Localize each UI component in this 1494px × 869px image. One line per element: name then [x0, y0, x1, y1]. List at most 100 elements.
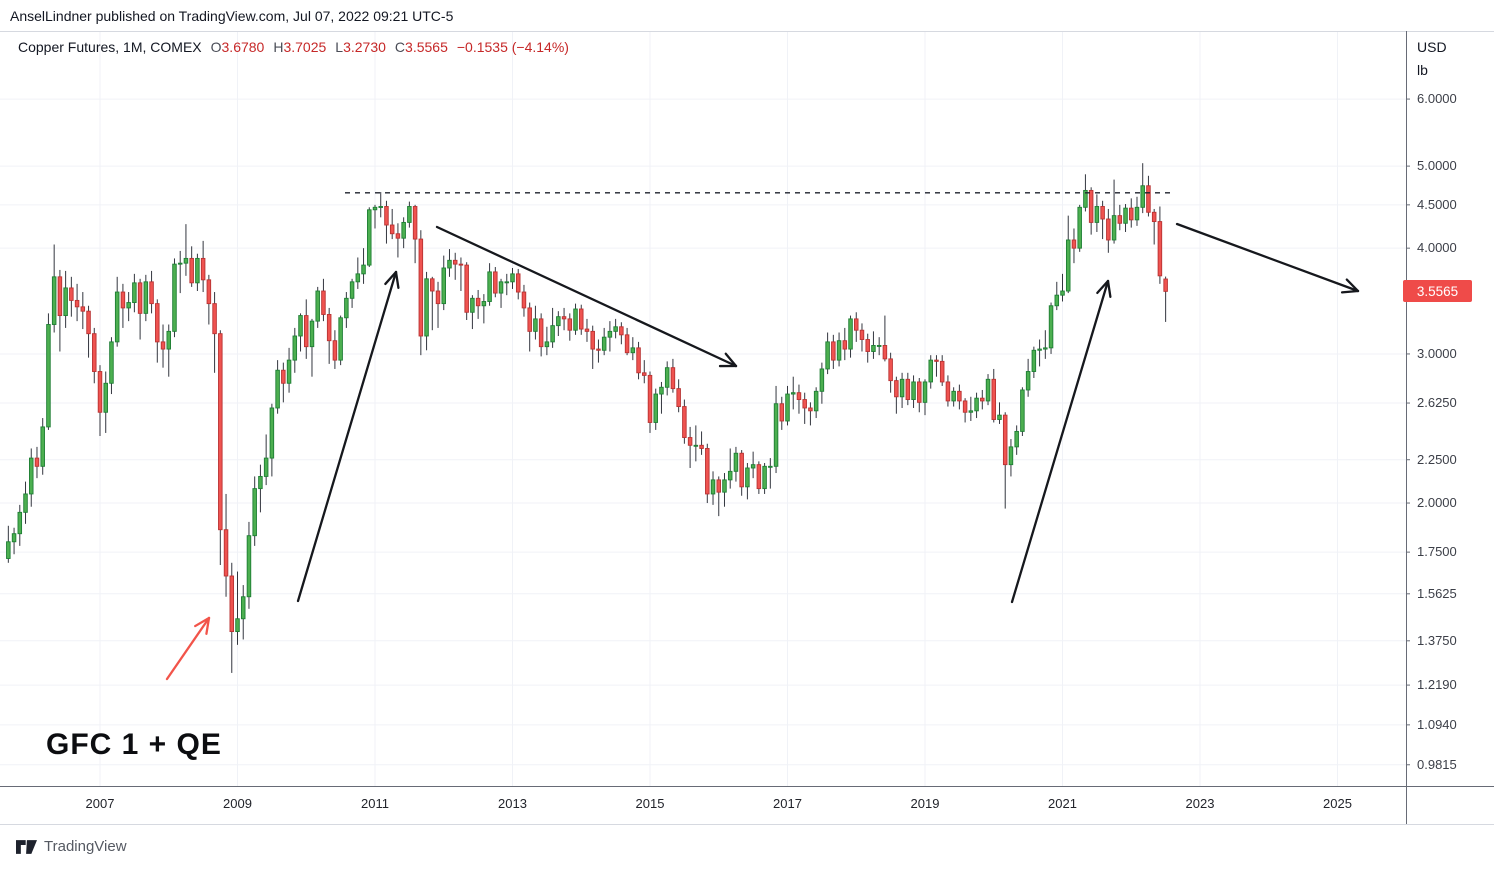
- candle-body: [842, 340, 848, 350]
- candle-body: [579, 308, 584, 330]
- year-tick-label: 2023: [1185, 796, 1215, 811]
- candle-body: [945, 381, 951, 402]
- candle-body: [1060, 290, 1065, 296]
- price-tick-label: 4.5000: [1417, 196, 1457, 212]
- candle-body: [871, 345, 876, 352]
- candle-body: [166, 330, 171, 350]
- candle-body: [705, 448, 710, 495]
- candle-body: [636, 347, 641, 374]
- candle-body: [51, 276, 57, 325]
- price-tick-label: 2.2500: [1417, 451, 1457, 467]
- price-tick-label: 3.0000: [1417, 345, 1457, 361]
- arrow-stroke: [165, 616, 211, 681]
- candle-body: [481, 301, 487, 307]
- candle-body: [533, 318, 538, 332]
- candle-body: [968, 410, 974, 413]
- candle-body: [160, 341, 166, 350]
- arrow-stroke: [1340, 289, 1360, 294]
- candle-body: [298, 315, 303, 337]
- candle-body: [928, 359, 933, 383]
- candle-body: [1157, 221, 1163, 277]
- candle-body: [344, 297, 349, 319]
- candle-body: [613, 326, 618, 332]
- candle-body: [240, 596, 246, 620]
- candle-body: [1043, 347, 1048, 350]
- candle-body: [722, 479, 727, 493]
- candle-body: [527, 307, 532, 332]
- candle-body: [848, 318, 853, 350]
- arrow-stroke: [1345, 278, 1360, 293]
- price-axis[interactable]: USD lb 3.5565 6.0000 5.0000 4.5000 4.0000 3.…: [1403, 31, 1494, 823]
- tradingview-watermark-link[interactable]: TradingView: [16, 838, 127, 855]
- candle-body: [475, 297, 481, 307]
- candle-body: [951, 390, 956, 402]
- candle-body: [670, 367, 676, 390]
- year-tick-label: 2009: [223, 796, 252, 811]
- candle-body: [521, 291, 527, 309]
- candle-body: [762, 465, 767, 490]
- candle-body: [92, 333, 97, 372]
- candle-body: [1077, 206, 1082, 249]
- candle-body: [275, 369, 280, 409]
- candle-body: [172, 263, 177, 332]
- candle-body: [412, 206, 418, 240]
- time-axis[interactable]: 2007 2009 2011 2013 2015 2017 2019 2021 2023 2025: [0, 787, 1406, 823]
- candle-body: [882, 345, 888, 360]
- candle-body: [624, 334, 630, 354]
- ohlc-values: O3.6780 H3.7025 L3.2730 C3.5565: [211, 39, 448, 55]
- candle-body: [349, 281, 355, 299]
- candle-body: [109, 341, 114, 384]
- year-tick-label: 2013: [498, 796, 527, 811]
- candle-body: [332, 340, 338, 361]
- candle-body: [452, 259, 458, 265]
- candle-body: [939, 360, 945, 383]
- candle-body: [854, 318, 859, 331]
- arrow-stroke: [1096, 279, 1110, 295]
- ohlc-low: L3.2730: [335, 39, 386, 55]
- candle-body: [177, 262, 183, 265]
- candle-body: [315, 290, 320, 322]
- year-tick-label: 2025: [1323, 796, 1352, 811]
- candle-body: [389, 224, 395, 235]
- candle-body: [985, 378, 991, 402]
- candle-body: [561, 316, 567, 320]
- candle-body: [682, 406, 687, 438]
- candle-body: [619, 326, 624, 336]
- price-tick-label: 2.0000: [1417, 495, 1457, 511]
- gfc-annotation-label: GFC 1 + QE: [46, 728, 222, 761]
- candle-body: [962, 400, 968, 413]
- candle-body: [997, 414, 1002, 420]
- candle-body: [659, 386, 664, 395]
- candle-body: [195, 257, 200, 284]
- candle-body: [510, 273, 515, 283]
- candle-body: [149, 281, 154, 305]
- candle-body: [1071, 239, 1077, 249]
- arrow-stroke: [394, 270, 400, 289]
- symbol-legend: Copper Futures, 1M, COMEX O3.6780 H3.7025…: [18, 39, 569, 57]
- candle-body: [590, 330, 595, 350]
- post-2011-downtrend-arrow: [435, 225, 738, 368]
- candle-body: [1111, 215, 1117, 241]
- candle-body: [922, 381, 928, 403]
- candle-body: [813, 390, 819, 412]
- candle-body: [97, 371, 103, 413]
- candle-body: [114, 291, 120, 343]
- candle-body: [40, 426, 45, 467]
- ohlc-close-value: 3.5565: [405, 39, 448, 55]
- candle-body: [745, 467, 750, 488]
- candle-body: [739, 452, 744, 488]
- price-tick-label: 1.0940: [1417, 716, 1457, 732]
- candle-body: [447, 259, 452, 269]
- candle-body: [74, 299, 80, 308]
- candle-body: [647, 374, 653, 423]
- candle-body: [218, 333, 223, 531]
- candle-body: [802, 399, 807, 409]
- candle-body: [137, 282, 143, 314]
- candle-body: [687, 437, 693, 446]
- arrow-stroke: [1106, 279, 1112, 298]
- candle-body: [246, 535, 252, 598]
- candle-body: [361, 264, 366, 275]
- candle-body: [1002, 414, 1008, 466]
- candle-body: [155, 303, 160, 343]
